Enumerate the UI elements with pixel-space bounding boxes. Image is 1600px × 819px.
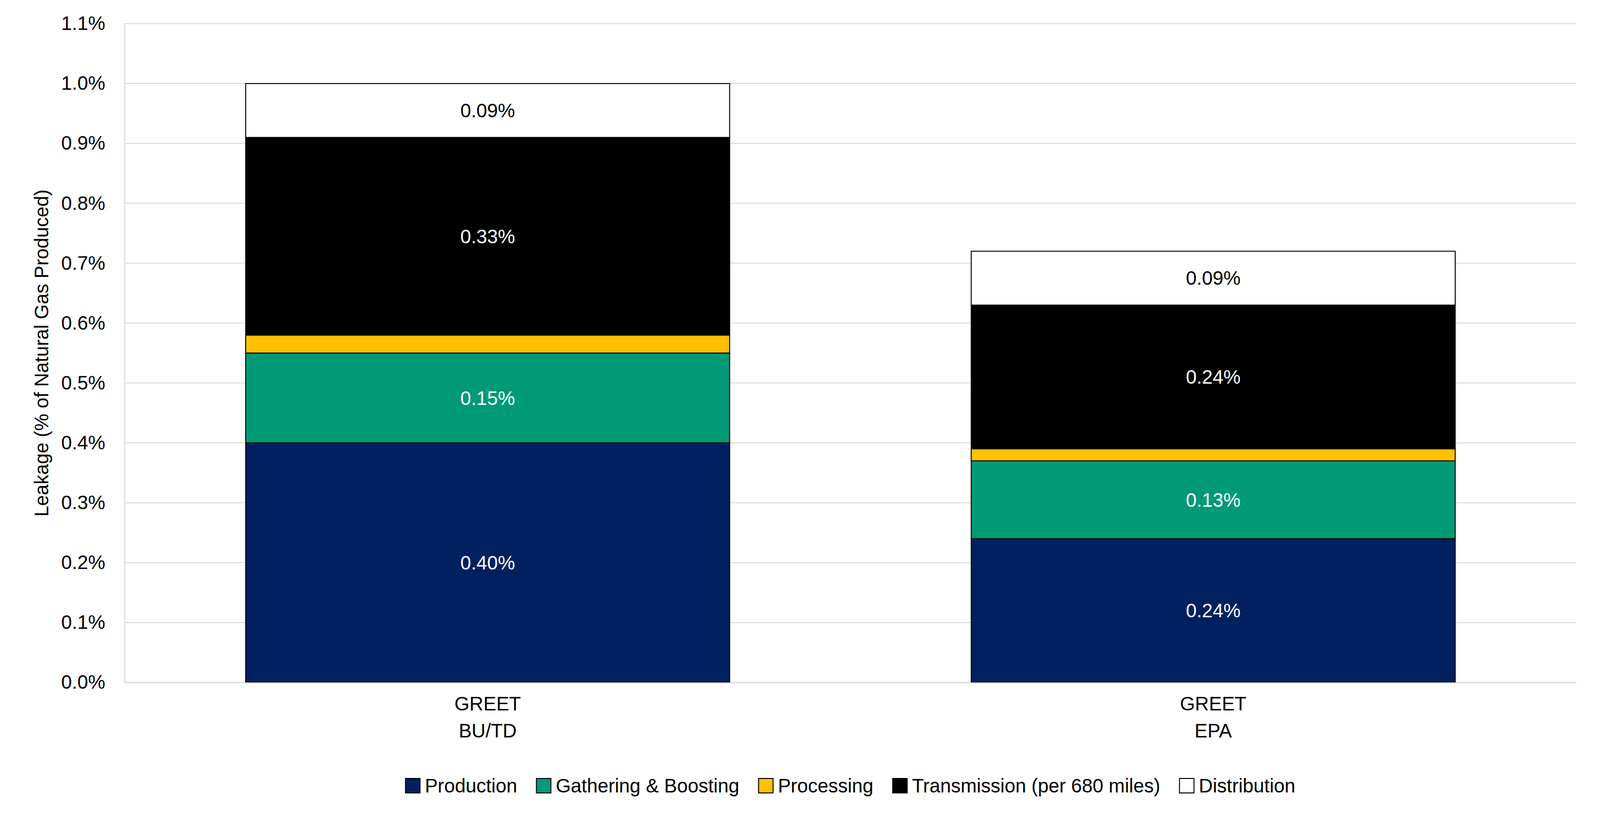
bar-segment — [971, 460, 1456, 539]
x-axis: GREET BU/TD GREET EPA — [125, 682, 1577, 742]
y-tick: 1.0% — [61, 72, 125, 94]
grid — [124, 23, 1577, 683]
x-tick-label: GREET BU/TD — [454, 693, 521, 742]
y-tick-label: 0.0% — [61, 671, 106, 693]
chart: 0.0% 0.1% 0.2% 0.3% 0.4% 0.5% 0.6% 0.7% 0.8% 0.9%… — [0, 0, 1600, 819]
data-labels: 0.40% 0.15% 0.33% 0.09% 0.24% 0.13% 0.24% 0.09% — [460, 99, 1241, 622]
y-tick: 0.5% — [61, 372, 125, 394]
data-label: 0.24% — [1185, 366, 1241, 388]
y-tick-label: 1.1% — [61, 12, 106, 34]
x-tick-label-line: GREET — [1180, 693, 1247, 715]
legend-label: Gathering & Boosting — [555, 775, 739, 797]
y-tick: 0.3% — [61, 491, 125, 514]
bar-segment — [245, 137, 730, 335]
y-tick-label: 0.1% — [61, 611, 106, 633]
bar-segment — [245, 334, 730, 353]
y-tick-label: 0.5% — [61, 372, 106, 394]
x-tick: GREET EPA — [1180, 682, 1247, 742]
bar-segment — [245, 83, 730, 138]
data-label: 0.15% — [460, 387, 515, 409]
y-tick-label: 0.4% — [61, 431, 106, 454]
legend-label: Production — [424, 775, 517, 797]
x-tick-label-line: EPA — [1194, 720, 1232, 742]
y-tick: 0.8% — [61, 192, 125, 214]
y-axis-title: Leakage (% of Natural Gas Produced) — [30, 189, 53, 517]
legend-swatch — [405, 778, 420, 794]
y-tick: 0.7% — [61, 252, 125, 274]
bar-segment — [245, 443, 730, 683]
bar-segment — [245, 353, 730, 444]
legend-swatch — [536, 778, 551, 794]
legend-item: Processing — [758, 775, 874, 797]
y-axis-line — [124, 24, 126, 683]
x-tick-label-line: BU/TD — [458, 720, 517, 742]
y-tick: 1.1% — [61, 12, 125, 34]
x-tick-label: GREET EPA — [1180, 693, 1247, 742]
y-tick-label: 0.6% — [61, 312, 106, 334]
legend: Production Gathering & Boosting Processing… — [405, 775, 1296, 797]
y-tick-label: 0.3% — [61, 491, 106, 514]
y-tick: 0.1% — [61, 611, 125, 633]
y-tick-label: 0.9% — [61, 132, 106, 154]
bars — [245, 83, 1456, 683]
bar-segment — [971, 305, 1456, 449]
y-tick: 0.0% — [61, 671, 125, 693]
legend-item: Distribution — [1179, 775, 1296, 797]
legend-item: Transmission (per 680 miles) — [892, 775, 1161, 797]
y-tick: 0.2% — [61, 551, 125, 573]
bar-segment — [971, 448, 1456, 461]
data-label: 0.13% — [1185, 489, 1241, 511]
y-tick: 0.4% — [61, 431, 125, 454]
y-tick: 0.9% — [61, 132, 125, 154]
bar-segment — [971, 538, 1456, 683]
bar-segment — [971, 251, 1456, 306]
data-label: 0.09% — [1185, 267, 1241, 289]
legend-item: Gathering & Boosting — [536, 775, 739, 797]
y-axis: 0.0% 0.1% 0.2% 0.3% 0.4% 0.5% 0.6% 0.7% 0.8% 0.9%… — [61, 12, 126, 693]
legend-swatch — [892, 778, 908, 794]
data-label: 0.40% — [460, 552, 515, 574]
legend-label: Distribution — [1198, 775, 1296, 797]
data-label: 0.09% — [460, 99, 515, 122]
x-tick: GREET BU/TD — [454, 682, 521, 742]
legend-swatch — [1179, 778, 1195, 794]
legend-swatch — [758, 778, 774, 794]
y-tick-label: 1.0% — [61, 72, 106, 94]
y-tick-label: 0.2% — [61, 551, 106, 573]
data-label: 0.33% — [460, 225, 515, 248]
legend-item: Production — [405, 775, 517, 797]
y-tick-label: 0.8% — [61, 192, 106, 214]
legend-label: Transmission (per 680 miles) — [912, 775, 1161, 797]
x-tick-label-line: GREET — [454, 693, 521, 715]
legend-label: Processing — [778, 775, 874, 797]
data-label: 0.24% — [1185, 599, 1241, 622]
y-tick: 0.6% — [61, 312, 125, 334]
grid-line — [124, 23, 1577, 25]
y-tick-label: 0.7% — [61, 252, 106, 274]
